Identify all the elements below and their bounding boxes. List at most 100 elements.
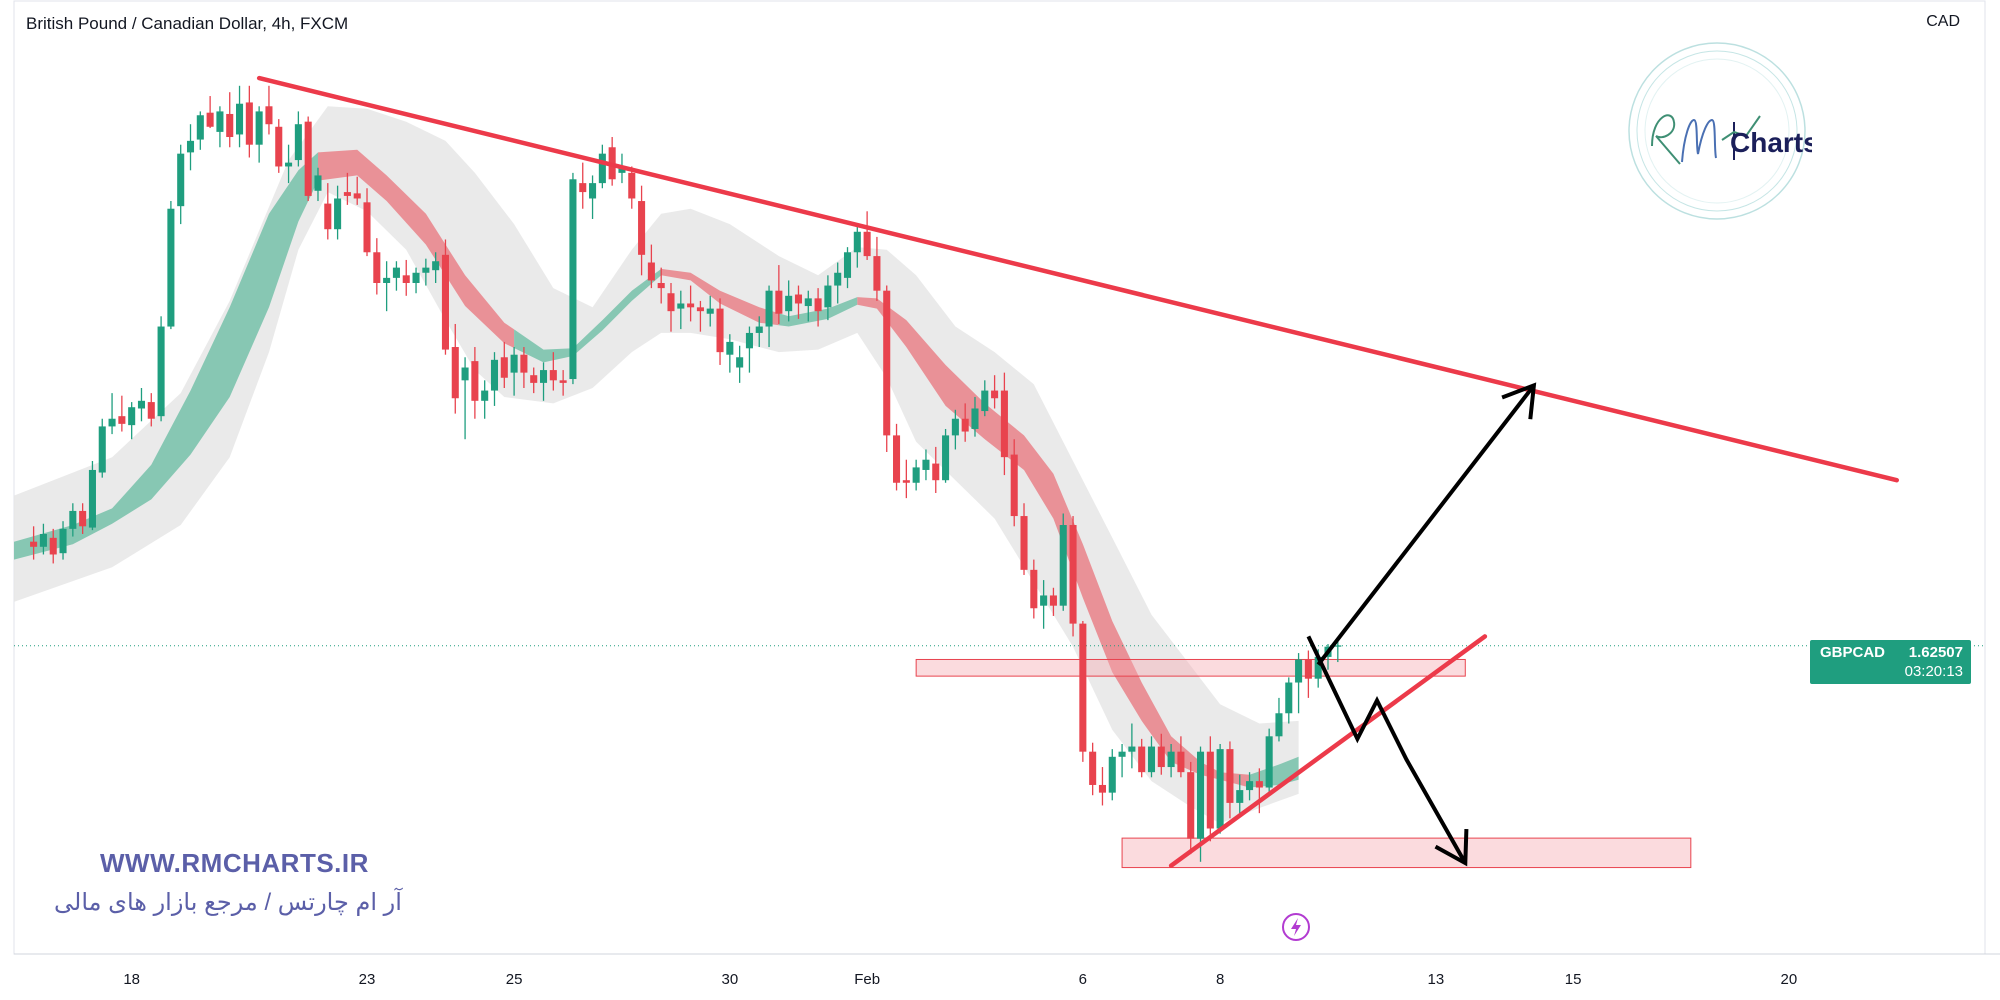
candle-body bbox=[696, 307, 704, 312]
candle-body bbox=[108, 418, 116, 427]
candle-body bbox=[1265, 736, 1273, 788]
candle bbox=[1010, 439, 1018, 527]
candle-body bbox=[1275, 713, 1283, 737]
candle bbox=[1177, 736, 1185, 778]
candle-body bbox=[569, 179, 577, 380]
candle bbox=[1049, 587, 1057, 616]
candle-body bbox=[206, 112, 214, 127]
candle bbox=[667, 282, 675, 332]
candle-body bbox=[59, 528, 67, 554]
candle bbox=[206, 96, 214, 129]
x-tick-label: 18 bbox=[123, 971, 140, 988]
candle-body bbox=[98, 426, 106, 473]
candle bbox=[804, 290, 812, 322]
candle bbox=[677, 290, 685, 330]
candle bbox=[1108, 749, 1116, 801]
currency-label: CAD bbox=[1926, 13, 1960, 30]
candle bbox=[1226, 741, 1234, 819]
candle bbox=[412, 267, 420, 294]
bullish-scenario-arrow-head bbox=[1501, 382, 1537, 420]
candle bbox=[824, 275, 832, 321]
candle-body bbox=[794, 294, 803, 304]
candle-body bbox=[226, 113, 234, 138]
candle-body bbox=[991, 390, 999, 399]
candle-body bbox=[236, 103, 244, 135]
candle bbox=[314, 167, 322, 202]
candle-body bbox=[667, 293, 675, 312]
bearish-scenario-arrow-head bbox=[1434, 829, 1469, 867]
candle-body bbox=[579, 183, 587, 193]
candle-body bbox=[1040, 595, 1048, 606]
candle-body bbox=[304, 121, 312, 196]
candle-body bbox=[147, 402, 155, 419]
ascending-support bbox=[1168, 634, 1488, 868]
candle bbox=[324, 183, 332, 240]
candle-body bbox=[245, 102, 253, 145]
candle bbox=[39, 523, 47, 555]
candle-body bbox=[677, 303, 685, 309]
candle-body bbox=[814, 298, 822, 312]
candle bbox=[834, 262, 842, 304]
candle bbox=[853, 224, 861, 268]
candle bbox=[500, 341, 508, 389]
candle bbox=[1236, 774, 1244, 814]
candle bbox=[1246, 772, 1254, 801]
candle-body bbox=[471, 361, 479, 401]
candle bbox=[569, 172, 577, 385]
candle-body bbox=[804, 298, 812, 307]
candle bbox=[1265, 728, 1273, 793]
candle bbox=[98, 418, 106, 478]
candle bbox=[628, 166, 636, 209]
candle bbox=[441, 239, 449, 355]
candle bbox=[843, 247, 852, 289]
candle-body bbox=[1167, 751, 1175, 768]
candle bbox=[932, 446, 940, 494]
candle bbox=[549, 352, 557, 391]
candle-body bbox=[490, 359, 499, 391]
candle-body bbox=[628, 172, 636, 199]
candle bbox=[216, 106, 224, 148]
candle-body bbox=[285, 162, 293, 167]
lightning-bolt-icon[interactable] bbox=[1281, 912, 1311, 942]
watermark-url: WWW.RMCHARTS.IR bbox=[100, 848, 369, 878]
candle bbox=[608, 137, 616, 186]
candle-body bbox=[853, 231, 861, 253]
bearish-scenario-arrow bbox=[1306, 635, 1468, 865]
candle bbox=[432, 252, 440, 283]
candle bbox=[647, 244, 655, 289]
candle bbox=[785, 280, 793, 322]
candle-body bbox=[775, 290, 783, 314]
candle bbox=[275, 119, 283, 173]
candle bbox=[1098, 767, 1106, 806]
candle-body bbox=[49, 537, 57, 555]
candle bbox=[157, 316, 165, 422]
candle-body bbox=[432, 261, 440, 271]
candle-body bbox=[1285, 682, 1293, 714]
candle bbox=[1157, 733, 1165, 775]
candle-body bbox=[196, 115, 204, 140]
candle-body bbox=[451, 347, 459, 399]
candle-body bbox=[1118, 751, 1126, 757]
candle bbox=[30, 526, 38, 560]
candle bbox=[422, 258, 430, 286]
candle bbox=[481, 380, 489, 419]
candle bbox=[471, 347, 479, 419]
envelope-band bbox=[14, 106, 1299, 824]
candle bbox=[79, 503, 87, 534]
x-tick-label: 20 bbox=[1781, 971, 1798, 988]
candle-body bbox=[334, 198, 342, 230]
candle-body bbox=[1030, 569, 1038, 609]
candle bbox=[1000, 372, 1008, 476]
candle-body bbox=[598, 153, 606, 184]
candle bbox=[971, 396, 979, 437]
candle bbox=[118, 395, 126, 432]
candle bbox=[353, 176, 361, 205]
candle-body bbox=[510, 354, 518, 373]
candle bbox=[942, 428, 950, 483]
candle-body bbox=[402, 275, 410, 283]
candle-body bbox=[79, 510, 87, 527]
candle bbox=[893, 423, 901, 491]
candle-body bbox=[363, 202, 371, 253]
